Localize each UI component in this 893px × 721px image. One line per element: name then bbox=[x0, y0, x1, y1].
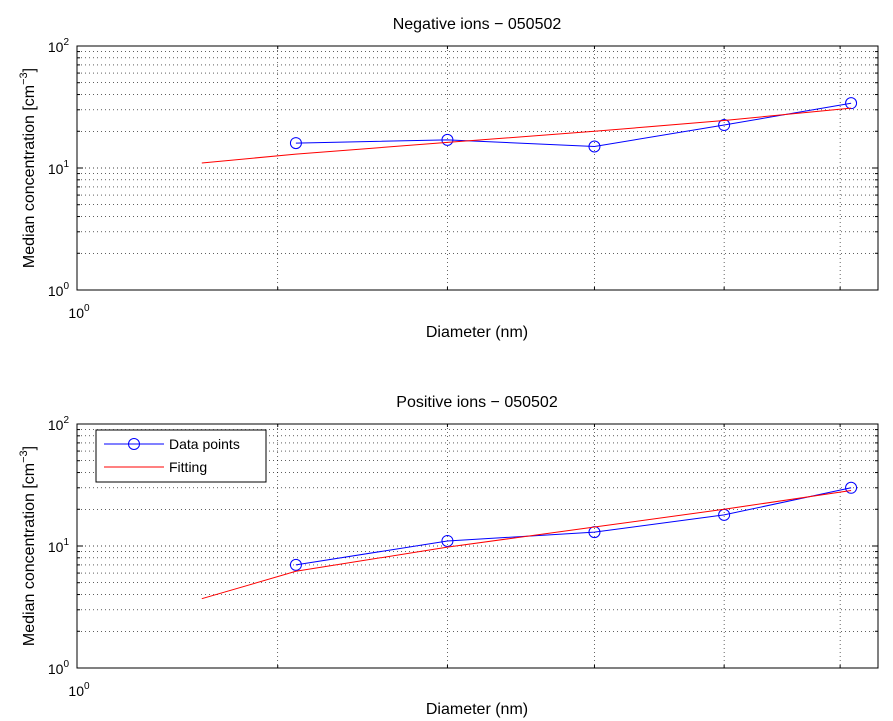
data-points-marker bbox=[289, 558, 302, 571]
data-points-marker bbox=[718, 119, 731, 132]
legend-box bbox=[95, 429, 267, 483]
grid bbox=[77, 424, 878, 668]
fitting-line bbox=[201, 490, 852, 600]
fitting-line bbox=[201, 107, 852, 164]
positive-ions-chart: Positive ions − 050502 Diameter (nm) Med… bbox=[18, 394, 879, 718]
x-tick-label: 100 bbox=[68, 681, 90, 699]
chart-marks bbox=[201, 481, 858, 600]
chart-marks bbox=[201, 97, 858, 164]
y-tick-label: 101 bbox=[48, 537, 70, 555]
negative-ions-chart: Negative ions − 050502 Diameter (nm) Med… bbox=[18, 16, 879, 341]
y-tick-label: 102 bbox=[48, 37, 70, 55]
y-axis-label: Median concentration [cm−3] bbox=[18, 68, 38, 268]
legend-marker-data-points bbox=[128, 438, 140, 450]
data-points-marker bbox=[845, 481, 858, 494]
axis-ticks bbox=[77, 424, 878, 668]
axis-ticks bbox=[77, 46, 878, 290]
x-tick-label: 100 bbox=[68, 303, 90, 321]
y-tick-label: 101 bbox=[48, 159, 70, 177]
data-points-marker bbox=[588, 140, 601, 153]
y-tick-label: 100 bbox=[48, 281, 70, 299]
data-points-marker bbox=[289, 137, 302, 150]
y-tick-label: 102 bbox=[48, 415, 70, 433]
data-points-line bbox=[295, 102, 852, 148]
y-axis-label: Median concentration [cm−3] bbox=[18, 446, 38, 646]
grid bbox=[77, 46, 878, 290]
data-points-line bbox=[295, 487, 852, 566]
legend-label-data-points: Data points bbox=[169, 436, 240, 452]
legend-label-fitting: Fitting bbox=[169, 459, 207, 475]
y-tick-label: 100 bbox=[48, 659, 70, 677]
legend: Data points Fitting bbox=[95, 429, 267, 483]
x-axis-label: Diameter (nm) bbox=[426, 324, 528, 341]
chart-title: Positive ions − 050502 bbox=[396, 394, 558, 411]
chart-title: Negative ions − 050502 bbox=[393, 16, 562, 33]
data-points-marker bbox=[441, 133, 454, 146]
x-axis-label: Diameter (nm) bbox=[426, 701, 528, 718]
data-points-marker bbox=[441, 534, 454, 547]
data-points-marker bbox=[845, 97, 858, 110]
